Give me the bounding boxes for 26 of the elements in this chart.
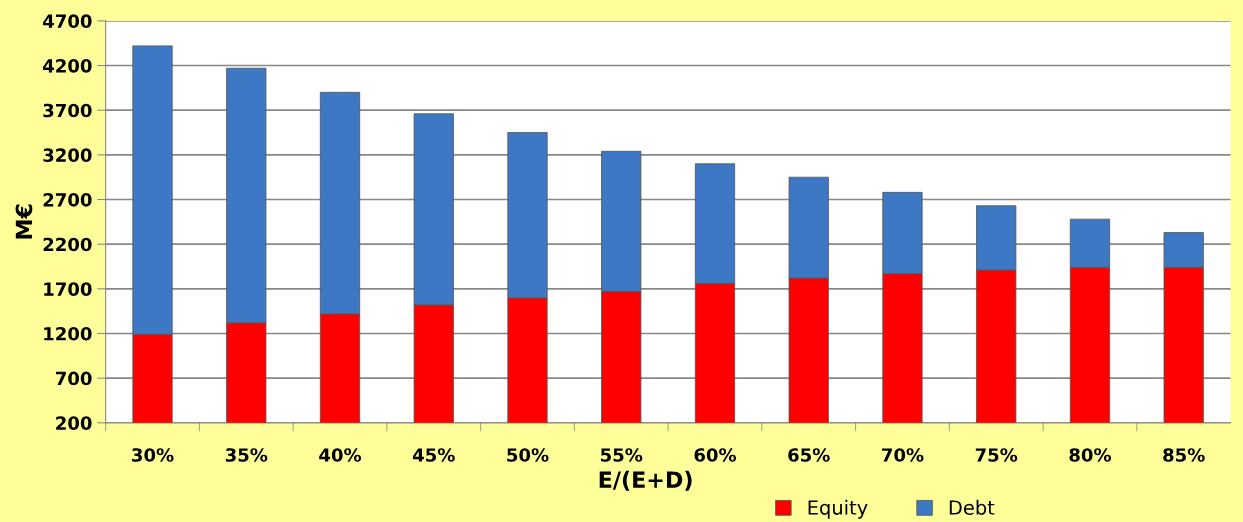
legend-label: Debt	[949, 499, 995, 515]
y-tick-label: 4700	[43, 14, 92, 28]
y-axis-title: M€	[15, 204, 33, 239]
y-tick-label: 700	[55, 371, 92, 386]
x-tick-label: 80%	[1069, 448, 1111, 462]
y-tick-label: 3700	[43, 103, 92, 118]
x-tick-label: 55%	[601, 448, 643, 462]
y-tick-label: 4200	[43, 59, 92, 73]
x-tick-label: 70%	[882, 448, 924, 462]
x-tick-label: 35%	[225, 448, 268, 462]
y-tick-label: 2700	[43, 192, 92, 207]
y-tick-label: 1200	[44, 326, 92, 341]
x-tick-label: 50%	[507, 448, 549, 462]
x-tick-label: 40%	[319, 448, 362, 462]
x-tick-label: 65%	[788, 448, 830, 462]
x-tick-label: 30%	[132, 448, 174, 462]
legend-label: Equity	[808, 499, 868, 519]
x-tick-label: 85%	[1163, 448, 1205, 462]
x-tick-label: 60%	[694, 448, 737, 462]
y-tick-label: 2200	[43, 237, 92, 252]
x-tick-label: 45%	[412, 448, 455, 462]
y-tick-label: 1700	[44, 282, 92, 296]
x-axis-title: E/(E+D)	[599, 470, 692, 491]
y-tick-label: 200	[56, 416, 92, 430]
x-tick-label: 75%	[975, 448, 1018, 462]
y-tick-label: 3200	[43, 148, 92, 162]
